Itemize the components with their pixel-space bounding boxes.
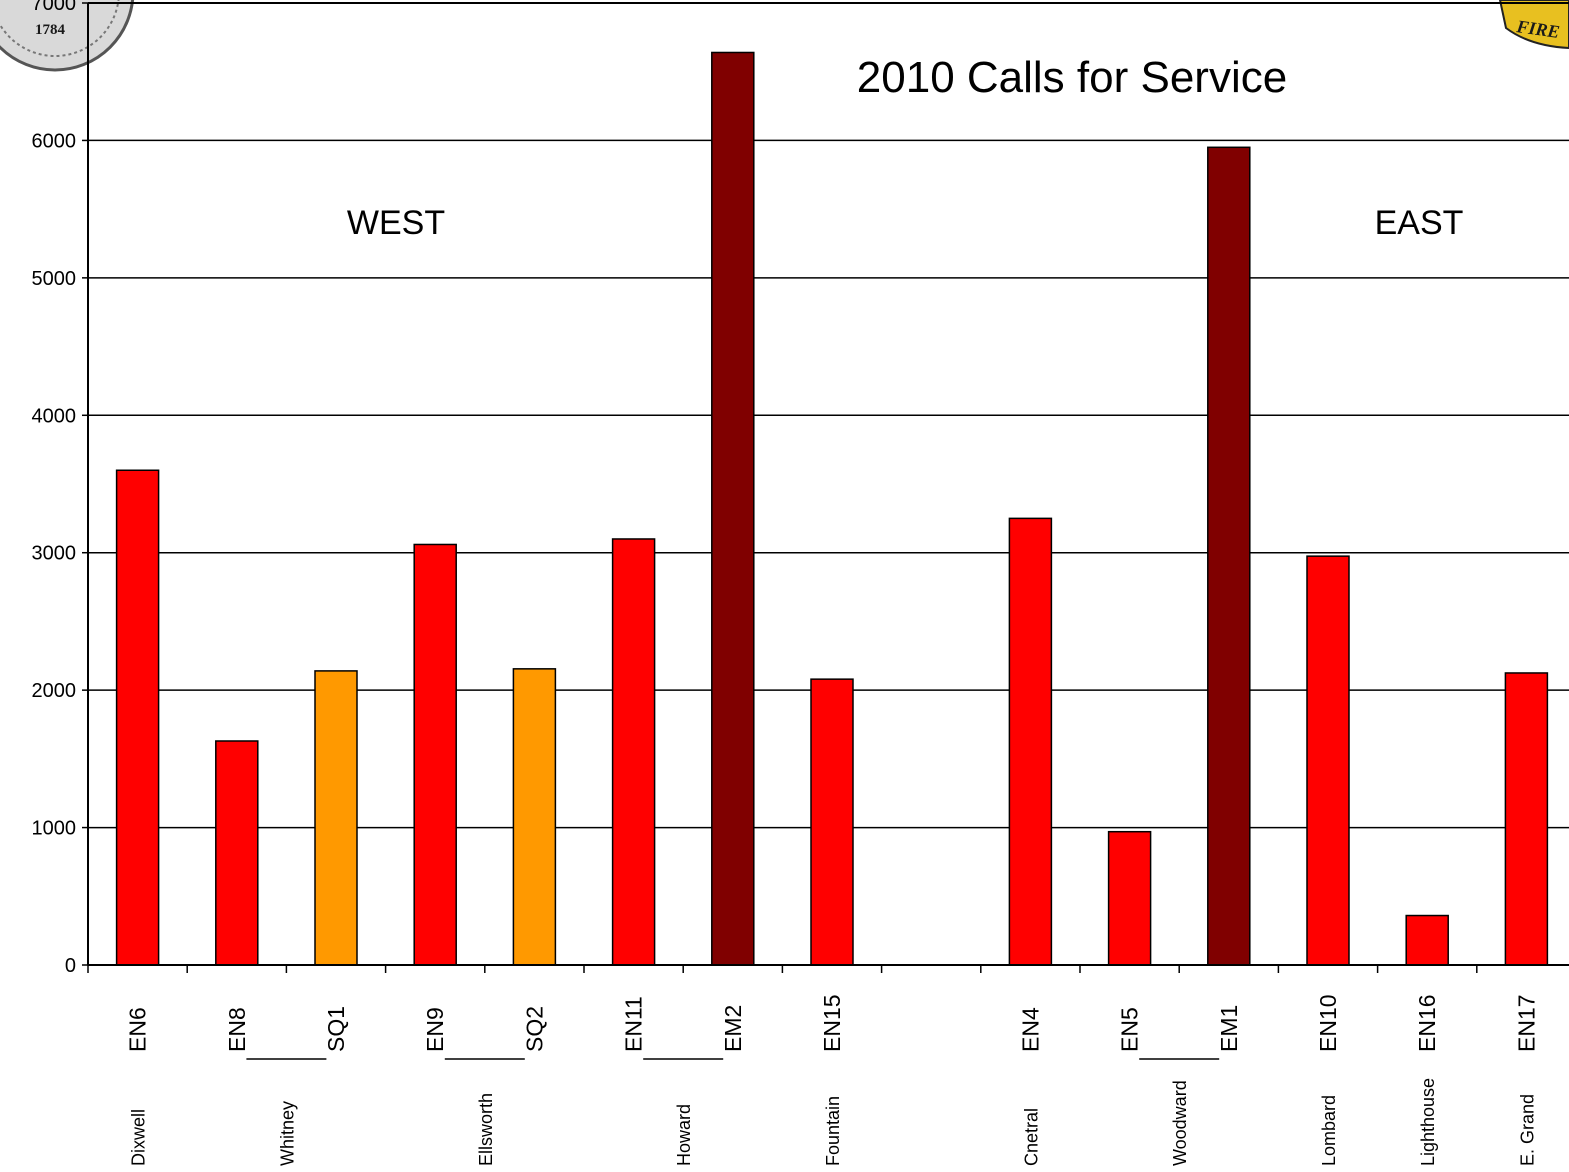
- y-tick-label: 1000: [32, 818, 77, 840]
- x-tick-label: SQ1: [323, 1006, 349, 1052]
- x-tick-label: EN9: [422, 1007, 448, 1052]
- y-tick-label: 2000: [32, 680, 77, 702]
- bar-SQ1: [314, 670, 358, 966]
- station-label: Fountain: [823, 1096, 843, 1166]
- bar-EM1: [1207, 146, 1251, 966]
- city-seal-logo: 1784: [0, 0, 135, 72]
- bar-SQ2: [512, 668, 557, 966]
- bar-EN8: [215, 740, 259, 966]
- x-tick-label: SQ2: [521, 1006, 547, 1052]
- y-tick-label: 5000: [32, 268, 77, 290]
- station-label: Dixwell: [129, 1109, 149, 1166]
- bar-series: [115, 51, 1549, 966]
- bar-EN17: [1504, 672, 1549, 966]
- title-background: [760, 50, 1400, 106]
- fire-department-badge-logo: FIRE: [1498, 0, 1569, 50]
- bar-EN6: [115, 469, 160, 966]
- station-label: Whitney: [277, 1101, 297, 1166]
- station-label: Woodward: [1170, 1080, 1190, 1166]
- y-tick-label: 3000: [32, 543, 77, 565]
- chart-title: 2010 Calls for Service: [857, 53, 1287, 102]
- x-tick-label: EN5: [1117, 1007, 1143, 1052]
- bar-EN9: [413, 543, 457, 966]
- y-tick-label: 7000: [32, 0, 77, 15]
- region-label-east: EAST: [1375, 204, 1464, 242]
- west-label-background: [332, 196, 460, 246]
- y-axis-ticks: 0 1000 2000 3000 4000 5000 6000 7000: [32, 0, 88, 977]
- x-tick-label: EN4: [1017, 1007, 1043, 1052]
- x-tick-label: EN16: [1414, 994, 1440, 1052]
- x-axis-ticks: [87, 965, 1478, 973]
- x-tick-label: EN17: [1513, 994, 1539, 1052]
- bar-EN4: [1008, 517, 1053, 966]
- bar-EN5: [1107, 830, 1152, 966]
- category-labels: EN6 EN8 SQ1 EN9 SQ2 EN11 EM2 EN15 EN4 EN5 EM1 EN10 E…: [125, 994, 1540, 1052]
- x-tick-label: EN15: [819, 994, 845, 1052]
- station-label: Lombard: [1319, 1095, 1339, 1166]
- station-label: Lighthouse: [1418, 1078, 1438, 1166]
- station-label: Howard: [674, 1104, 694, 1166]
- y-tick-label: 4000: [32, 405, 77, 427]
- bar-EN10: [1306, 555, 1350, 966]
- x-tick-label: EM2: [720, 1005, 746, 1052]
- station-label: E. Grand: [1517, 1094, 1537, 1166]
- axes: [87, 2, 1569, 966]
- station-label: Cnetral: [1021, 1108, 1041, 1166]
- station-labels: Dixwell Whitney Ellsworth Howard Fountain Cne…: [129, 1058, 1537, 1166]
- x-tick-label: EM1: [1216, 1005, 1242, 1052]
- x-tick-label: EN10: [1315, 994, 1341, 1052]
- bar-EM2: [711, 51, 755, 966]
- seal-year-text: 1784: [35, 22, 66, 38]
- x-tick-label: EN11: [621, 996, 647, 1052]
- x-tick-label: EN6: [125, 1007, 151, 1052]
- bar-EN15: [810, 678, 854, 966]
- x-tick-label: EN8: [224, 1007, 250, 1052]
- y-tick-label: 0: [65, 955, 76, 977]
- east-label-background: [1360, 196, 1478, 246]
- bar-EN11: [611, 538, 656, 966]
- bar-EN16: [1405, 914, 1449, 966]
- region-label-west: WEST: [347, 204, 445, 242]
- station-label: Ellsworth: [476, 1093, 496, 1166]
- y-tick-label: 6000: [32, 130, 77, 152]
